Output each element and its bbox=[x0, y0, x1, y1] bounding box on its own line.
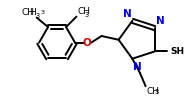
Text: CH: CH bbox=[77, 7, 90, 16]
Text: 3: 3 bbox=[154, 89, 158, 95]
Text: 3: 3 bbox=[85, 12, 89, 18]
Text: N: N bbox=[123, 9, 131, 19]
Text: 3: 3 bbox=[36, 13, 40, 19]
Text: CH: CH bbox=[146, 87, 159, 96]
Text: $_3$: $_3$ bbox=[40, 8, 45, 17]
Text: SH: SH bbox=[171, 47, 185, 56]
Text: CH: CH bbox=[22, 8, 35, 17]
Text: O: O bbox=[83, 38, 92, 48]
Text: H: H bbox=[29, 8, 36, 17]
Text: N: N bbox=[155, 16, 164, 26]
Text: N: N bbox=[133, 61, 142, 71]
